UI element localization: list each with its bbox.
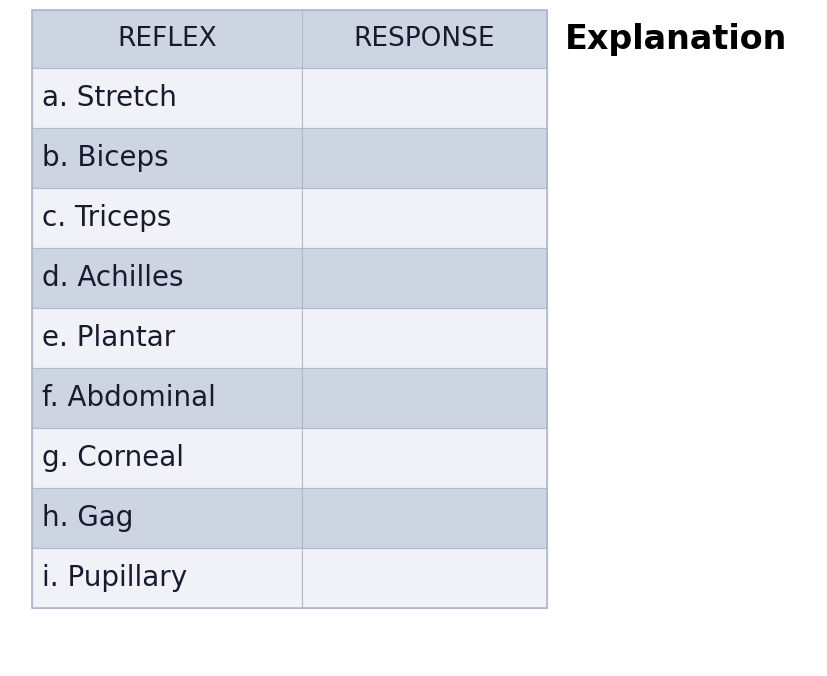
- Bar: [302, 428, 547, 488]
- Bar: [32, 10, 547, 68]
- Bar: [302, 68, 547, 128]
- Text: d. Achilles: d. Achilles: [42, 264, 184, 292]
- Bar: [32, 368, 302, 428]
- Bar: [32, 488, 302, 548]
- Text: g. Corneal: g. Corneal: [42, 444, 184, 472]
- Text: b. Biceps: b. Biceps: [42, 144, 169, 172]
- Text: f. Abdominal: f. Abdominal: [42, 384, 216, 412]
- Bar: [302, 548, 547, 608]
- Text: i. Pupillary: i. Pupillary: [42, 564, 187, 592]
- Text: e. Plantar: e. Plantar: [42, 324, 175, 352]
- Bar: [302, 128, 547, 188]
- Text: REFLEX: REFLEX: [117, 26, 217, 52]
- Bar: [32, 248, 302, 308]
- Text: RESPONSE: RESPONSE: [353, 26, 495, 52]
- Bar: [32, 10, 547, 608]
- Text: a. Stretch: a. Stretch: [42, 84, 177, 112]
- Text: h. Gag: h. Gag: [42, 504, 133, 532]
- Bar: [32, 128, 302, 188]
- Bar: [32, 68, 302, 128]
- Bar: [302, 308, 547, 368]
- Bar: [32, 308, 302, 368]
- Bar: [302, 368, 547, 428]
- Bar: [302, 488, 547, 548]
- Bar: [32, 548, 302, 608]
- Bar: [302, 248, 547, 308]
- Text: c. Triceps: c. Triceps: [42, 204, 171, 232]
- Bar: [32, 188, 302, 248]
- Text: Explanation: Explanation: [564, 22, 786, 55]
- Bar: [32, 428, 302, 488]
- Bar: [302, 188, 547, 248]
